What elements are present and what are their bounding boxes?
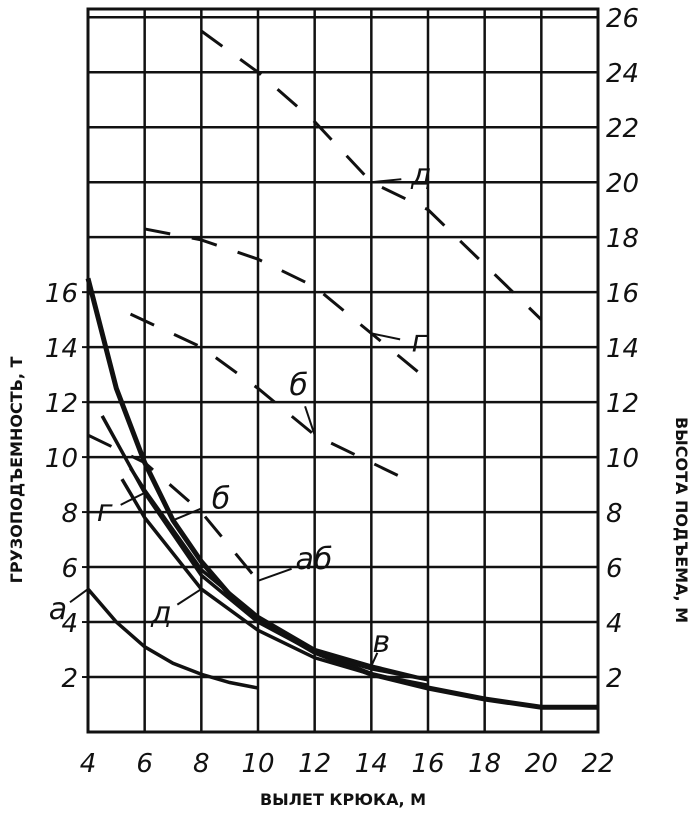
y-tick-label: 6 [61,554,78,584]
y2-tick-label: 10 [606,444,639,474]
y2-axis-label: ВЫСОТА ПОДЪЕМА, М [672,417,691,623]
curve-label: г [411,324,427,359]
y2-tick-label: 16 [606,279,639,309]
x-tick-label: 4 [80,749,97,779]
height-curve [144,227,429,382]
x-tick-label: 18 [468,749,501,779]
y2-tick-label: 18 [606,224,639,254]
curve-label: д [150,596,172,631]
capacity-curve [120,478,429,687]
y-tick-label: 2 [61,664,78,694]
y-tick-label: 16 [45,279,78,309]
x-tick-label: 16 [411,749,444,779]
y-tick-label: 12 [45,389,78,419]
curve-label: г [97,494,113,529]
height-curve [129,312,401,478]
capacity-curve [100,415,429,682]
label-leader [371,178,402,184]
x-tick-label: 20 [525,749,558,779]
y-tick-label: 4 [61,609,78,639]
curve-label: б [212,481,231,516]
curve-label: в [372,625,390,660]
y-axis-label: ГРУЗОПОДЪЕМНОСТЬ, Т [7,357,26,584]
label-leader [370,652,379,667]
y2-tick-label: 22 [606,114,639,144]
x-tick-label: 8 [193,749,210,779]
label-leader [257,567,292,582]
y-tick-label: 14 [45,334,78,364]
y2-tick-label: 2 [606,664,623,694]
x-axis-label: ВЫЛЕТ КРЮКА, М [260,790,426,809]
label-leader [304,405,316,436]
height-curve [87,433,260,582]
y2-tick-label: 6 [606,554,623,584]
label-leader [371,332,401,341]
height-curve [200,29,543,321]
label-leader [69,588,89,604]
x-tick-label: 14 [355,749,388,779]
x-tick-label: 10 [241,749,274,779]
y2-tick-label: 20 [606,169,639,199]
y2-tick-label: 4 [606,609,623,639]
y2-tick-label: 8 [606,499,623,529]
label-leader [172,507,203,522]
curve-label: д [410,158,432,193]
y-tick-label: 10 [45,444,78,474]
label-leader [176,588,202,606]
y2-tick-label: 14 [606,334,639,364]
x-tick-label: 6 [136,749,153,779]
capacity-curve [86,587,259,690]
curve-label: а [49,592,67,627]
x-tick-label: 12 [298,749,331,779]
y2-tick-label: 26 [606,4,639,34]
y-tick-label: 8 [61,499,78,529]
curve-label: аб [296,542,333,577]
capacity-curve [85,277,598,710]
y2-tick-label: 24 [606,59,639,89]
y2-tick-label: 12 [606,389,639,419]
x-tick-label: 22 [581,749,614,779]
curve-label: б [289,368,308,403]
